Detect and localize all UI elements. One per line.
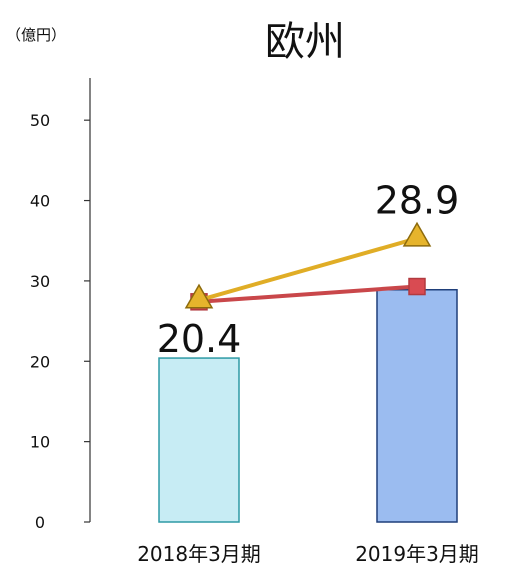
y-tick-label-40: 40 <box>30 192 50 211</box>
x-tick-label-1: 2018年3月期 <box>137 542 261 566</box>
unit-label: （億円） <box>6 26 66 44</box>
bar-1 <box>158 357 240 523</box>
y-tick-label-20: 20 <box>30 352 50 371</box>
triangle-marker-1 <box>184 283 214 309</box>
triangle-marker-2 <box>402 221 432 247</box>
square-marker-2 <box>408 277 426 296</box>
data-label-2: 28.9 <box>375 179 460 223</box>
chart-title: 欧州 <box>265 19 345 65</box>
y-tick-label-30: 30 <box>30 272 50 291</box>
y-tick-label-10: 10 <box>30 433 50 452</box>
line-series <box>184 221 432 311</box>
x-axis-labels: 2018年3月期 2019年3月期 <box>137 542 479 566</box>
line-series-1 <box>197 284 419 304</box>
y-axis-ticks: 0 10 20 30 40 50 <box>30 111 90 532</box>
line-series-2 <box>197 236 419 303</box>
y-tick-label-0: 0 <box>35 513 45 532</box>
data-label-1: 20.4 <box>157 317 242 361</box>
bar-2 <box>376 288 458 523</box>
y-tick-label-50: 50 <box>30 111 50 130</box>
x-tick-label-2: 2019年3月期 <box>355 542 479 566</box>
bar-series <box>158 288 458 523</box>
data-labels: 20.4 28.9 <box>157 179 460 361</box>
